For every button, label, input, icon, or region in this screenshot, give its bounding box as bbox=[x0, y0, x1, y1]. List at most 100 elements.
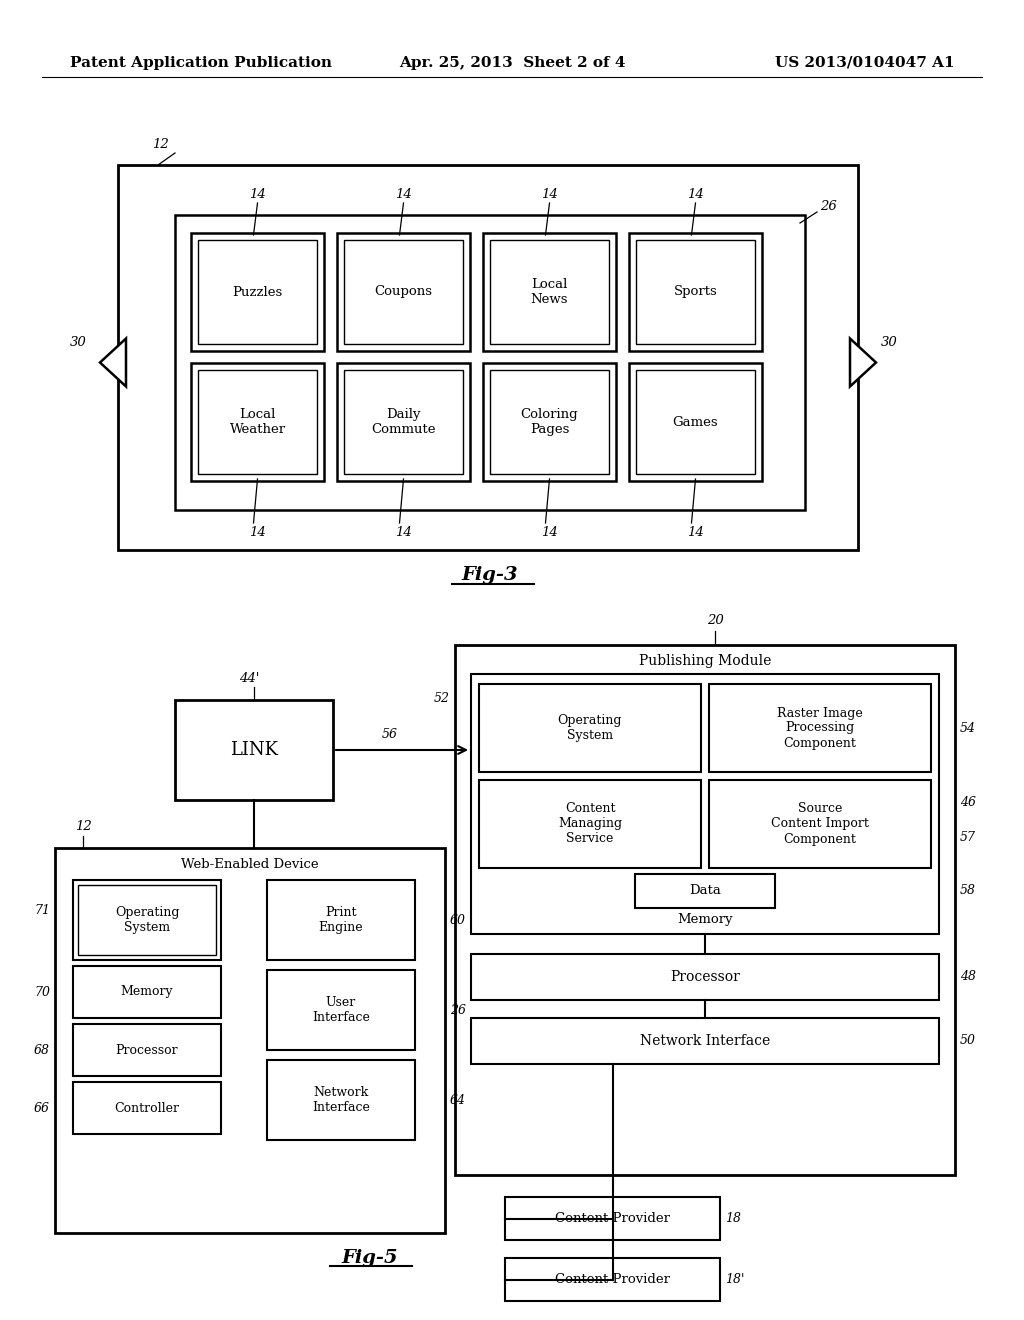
Text: 18': 18' bbox=[725, 1272, 744, 1286]
Text: Puzzles: Puzzles bbox=[232, 285, 283, 298]
Text: Local
News: Local News bbox=[530, 279, 568, 306]
Text: Print
Engine: Print Engine bbox=[318, 906, 364, 935]
Bar bbox=[505, 1258, 720, 1302]
Text: 18: 18 bbox=[725, 1212, 741, 1225]
Bar bbox=[479, 780, 701, 869]
Bar bbox=[267, 1060, 415, 1140]
Text: 44': 44' bbox=[239, 672, 259, 685]
Text: 20: 20 bbox=[707, 614, 723, 627]
Text: Patent Application Publication: Patent Application Publication bbox=[70, 55, 332, 70]
Bar bbox=[636, 240, 755, 345]
Bar bbox=[471, 954, 939, 1001]
Bar bbox=[267, 880, 415, 960]
Text: Daily
Commute: Daily Commute bbox=[372, 408, 436, 436]
Text: Data: Data bbox=[689, 884, 721, 898]
Text: Apr. 25, 2013  Sheet 2 of 4: Apr. 25, 2013 Sheet 2 of 4 bbox=[398, 55, 626, 70]
Text: Controller: Controller bbox=[115, 1101, 179, 1114]
Bar bbox=[344, 240, 463, 345]
Text: 50: 50 bbox=[961, 1035, 976, 1048]
Text: 30: 30 bbox=[881, 337, 898, 348]
Bar bbox=[73, 1082, 221, 1134]
Bar bbox=[337, 234, 470, 351]
Text: Raster Image
Processing
Component: Raster Image Processing Component bbox=[777, 706, 863, 750]
Bar bbox=[267, 970, 415, 1049]
Bar bbox=[709, 684, 931, 772]
Text: Operating
System: Operating System bbox=[558, 714, 623, 742]
Bar bbox=[635, 874, 775, 908]
Bar bbox=[198, 370, 317, 474]
Text: 52: 52 bbox=[434, 693, 450, 705]
Bar bbox=[479, 684, 701, 772]
Text: 54: 54 bbox=[961, 722, 976, 734]
Text: Source
Content Import
Component: Source Content Import Component bbox=[771, 803, 869, 846]
Text: 14: 14 bbox=[395, 189, 412, 202]
Bar bbox=[73, 880, 221, 960]
Text: Memory: Memory bbox=[677, 913, 733, 927]
Bar bbox=[471, 1018, 939, 1064]
Text: Content Provider: Content Provider bbox=[555, 1272, 670, 1286]
Text: 68: 68 bbox=[34, 1044, 50, 1056]
Bar bbox=[73, 966, 221, 1018]
Text: 46: 46 bbox=[961, 796, 976, 808]
Bar bbox=[629, 363, 762, 480]
Text: 48: 48 bbox=[961, 970, 976, 983]
Bar bbox=[636, 370, 755, 474]
Text: Fig-3: Fig-3 bbox=[462, 566, 518, 583]
Text: Local
Weather: Local Weather bbox=[229, 408, 286, 436]
Text: Coupons: Coupons bbox=[375, 285, 432, 298]
Text: Coloring
Pages: Coloring Pages bbox=[520, 408, 579, 436]
Bar bbox=[709, 780, 931, 869]
Polygon shape bbox=[100, 338, 126, 387]
Text: 57: 57 bbox=[961, 830, 976, 843]
Text: 66: 66 bbox=[34, 1101, 50, 1114]
Bar bbox=[490, 370, 609, 474]
Text: 26: 26 bbox=[450, 1003, 466, 1016]
Text: 56: 56 bbox=[382, 729, 398, 742]
Text: User
Interface: User Interface bbox=[312, 997, 370, 1024]
Text: Network
Interface: Network Interface bbox=[312, 1086, 370, 1114]
Bar bbox=[455, 645, 955, 1175]
Text: US 2013/0104047 A1: US 2013/0104047 A1 bbox=[775, 55, 955, 70]
Bar bbox=[73, 1024, 221, 1076]
Text: Publishing Module: Publishing Module bbox=[639, 653, 771, 668]
Polygon shape bbox=[850, 338, 876, 387]
Text: 14: 14 bbox=[249, 189, 266, 202]
Text: 30: 30 bbox=[70, 337, 86, 348]
Bar bbox=[191, 363, 324, 480]
Bar bbox=[505, 1197, 720, 1239]
Bar bbox=[198, 240, 317, 345]
Bar bbox=[344, 370, 463, 474]
Text: 58: 58 bbox=[961, 884, 976, 898]
Text: 26: 26 bbox=[820, 201, 837, 214]
Text: Processor: Processor bbox=[670, 970, 740, 983]
Text: Network Interface: Network Interface bbox=[640, 1034, 770, 1048]
Text: 12: 12 bbox=[75, 820, 92, 833]
Text: 70: 70 bbox=[34, 986, 50, 998]
Text: Content
Managing
Service: Content Managing Service bbox=[558, 803, 622, 846]
Bar bbox=[175, 700, 333, 800]
Text: Web-Enabled Device: Web-Enabled Device bbox=[181, 858, 318, 871]
Text: LINK: LINK bbox=[230, 741, 278, 759]
Bar bbox=[471, 675, 939, 935]
Text: Memory: Memory bbox=[121, 986, 173, 998]
Text: 60: 60 bbox=[450, 913, 466, 927]
Text: Processor: Processor bbox=[116, 1044, 178, 1056]
Text: Fig-5: Fig-5 bbox=[342, 1249, 398, 1267]
Bar bbox=[490, 240, 609, 345]
Text: Operating
System: Operating System bbox=[115, 906, 179, 935]
Text: Sports: Sports bbox=[674, 285, 718, 298]
Bar bbox=[78, 884, 216, 954]
Bar bbox=[118, 165, 858, 550]
Bar bbox=[337, 363, 470, 480]
Text: 14: 14 bbox=[395, 525, 412, 539]
Bar bbox=[55, 847, 445, 1233]
Text: 14: 14 bbox=[687, 189, 703, 202]
Text: Games: Games bbox=[673, 416, 718, 429]
Text: 64: 64 bbox=[450, 1093, 466, 1106]
Text: 12: 12 bbox=[152, 139, 169, 152]
Text: 14: 14 bbox=[541, 525, 558, 539]
Bar bbox=[483, 234, 616, 351]
Text: 14: 14 bbox=[249, 525, 266, 539]
Bar bbox=[483, 363, 616, 480]
Text: Content Provider: Content Provider bbox=[555, 1212, 670, 1225]
